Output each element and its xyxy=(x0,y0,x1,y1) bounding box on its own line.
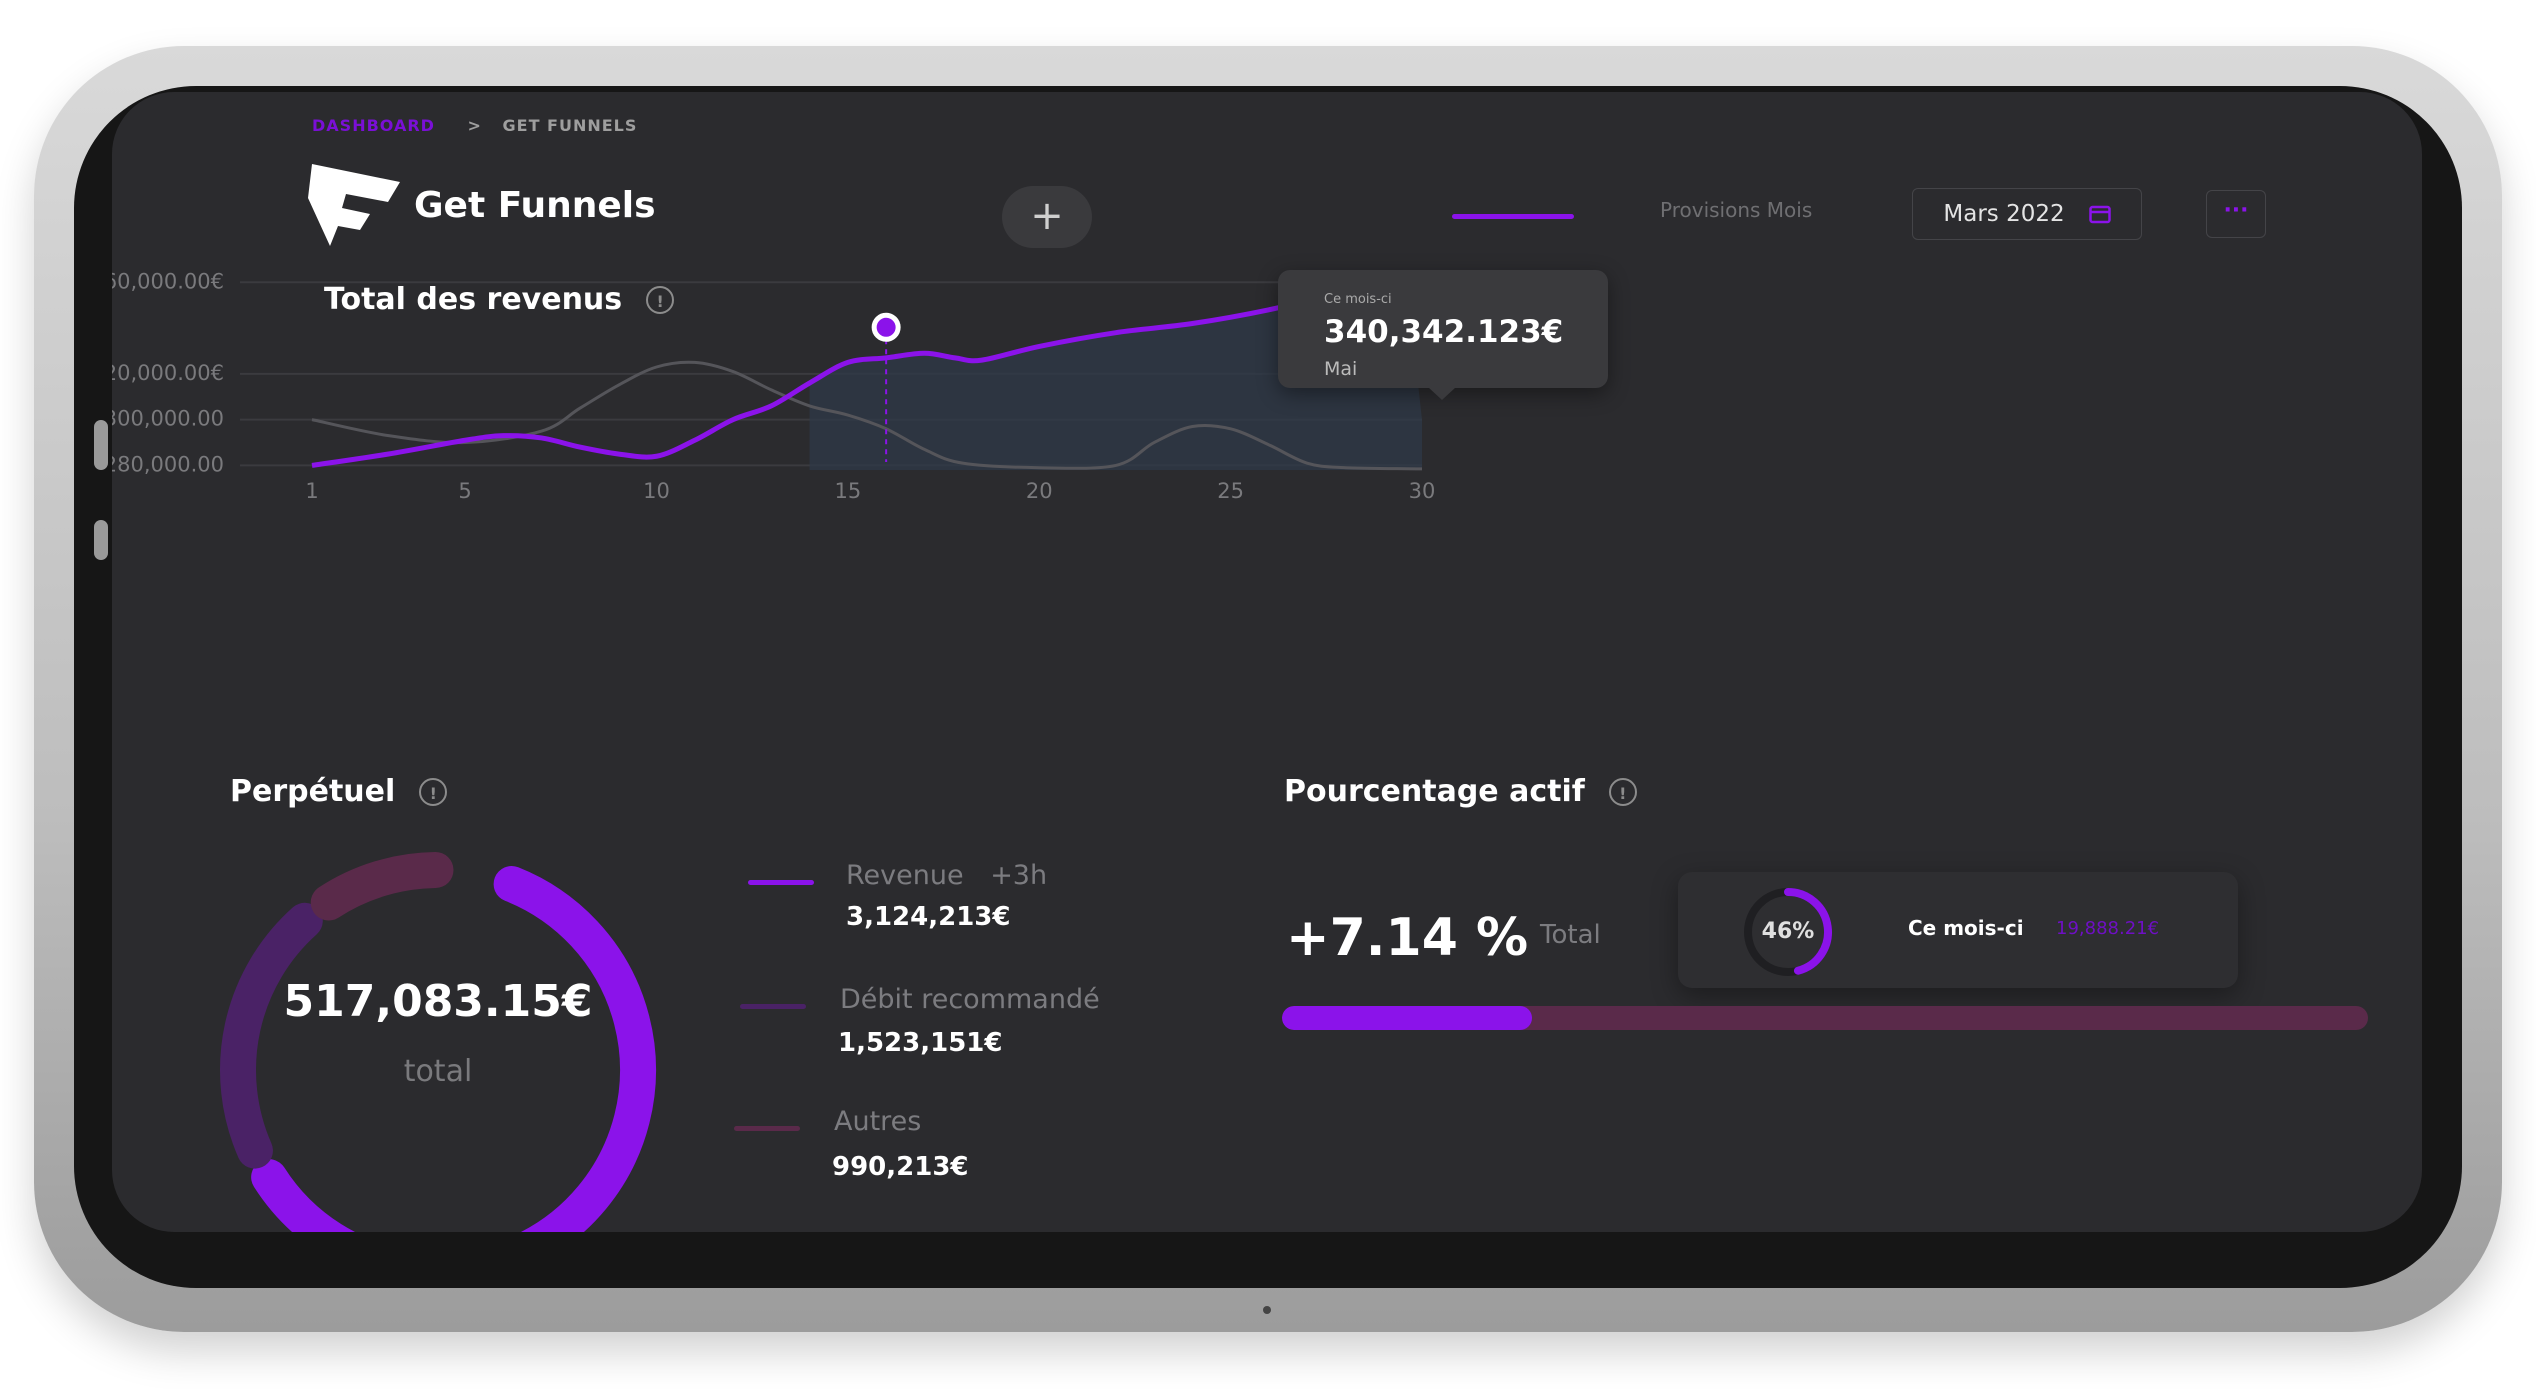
x-tick-label: 5 xyxy=(458,479,471,503)
active-total-label: Total xyxy=(1540,920,1601,950)
active-title: Pourcentage actif xyxy=(1284,774,1585,809)
donut-segment-revenue xyxy=(251,866,656,1232)
info-icon[interactable]: ! xyxy=(419,777,448,806)
breadcrumb-separator: > xyxy=(467,116,482,135)
chart-tooltip: Ce mois-ci 340,342.123€ Mai xyxy=(1278,270,1608,400)
progress-fill xyxy=(1282,1006,1532,1030)
donut-total-value: 517,083.15€ xyxy=(283,976,593,1027)
legend-label-autres: Autres xyxy=(834,1106,922,1137)
calendar-icon xyxy=(2088,205,2111,224)
perpetual-donut: 517,083.15€ total xyxy=(208,840,668,1232)
info-icon[interactable]: ! xyxy=(1608,777,1637,806)
tooltip-caption: Ce mois-ci xyxy=(1324,292,1392,307)
active-title-row: Pourcentage actif ! xyxy=(1284,774,1637,809)
info-icon[interactable]: ! xyxy=(646,285,675,314)
add-button[interactable]: + xyxy=(1002,186,1092,248)
legend-swatch xyxy=(1452,214,1574,219)
x-tick-label: 30 xyxy=(1409,479,1436,503)
highlight-point xyxy=(871,312,901,342)
legend-swatch-debit xyxy=(740,1004,806,1009)
tooltip-value: 340,342.123€ xyxy=(1324,314,1564,350)
comparison-line xyxy=(311,360,1423,471)
y-tick-label: 360,000.00€ xyxy=(112,269,224,293)
legend-label-revenue: Revenue +3h xyxy=(846,860,1047,891)
f-logo-icon xyxy=(308,164,400,246)
x-tick-label: 1 xyxy=(305,479,318,503)
y-tick-label: $300,000.00 xyxy=(112,407,224,431)
legend-value-debit: 1,523,151€ xyxy=(838,1028,1003,1058)
donut-segment-autres xyxy=(310,852,454,921)
x-tick-label: 25 xyxy=(1217,479,1244,503)
side-button xyxy=(94,520,108,560)
side-button xyxy=(94,420,108,470)
breadcrumb-root[interactable]: DASHBOARD xyxy=(312,116,435,135)
area-fill xyxy=(809,279,1422,470)
legend-swatch-autres xyxy=(734,1126,800,1131)
month-label: Ce mois-ci xyxy=(1908,916,2024,940)
month-value: 19,888.21€ xyxy=(2056,918,2160,939)
camera-dot xyxy=(1263,1306,1271,1314)
more-options-button[interactable]: ··· xyxy=(2206,190,2266,238)
brand-logo[interactable]: Get Funnels xyxy=(308,164,656,246)
donut-segment-debit xyxy=(220,902,323,1169)
date-picker-button[interactable]: Mars 2022 xyxy=(1912,188,2142,240)
revenue-title-row: Total des revenus ! xyxy=(324,282,675,317)
legend-revenue-extra: +3h xyxy=(990,860,1048,891)
month-summary-card: 46% Ce mois-ci 19,888.21€ xyxy=(1678,872,2238,988)
legend-value-revenue: 3,124,213€ xyxy=(846,902,1011,932)
donut-chart xyxy=(220,852,656,1232)
dashboard-screen: DASHBOARD > GET FUNNELS Get Funnels + Pr… xyxy=(112,92,2422,1232)
revenue-line xyxy=(311,277,1408,468)
ring-percent: 46% xyxy=(1761,919,1815,944)
legend-label: Provisions Mois xyxy=(1660,198,1813,222)
x-tick-label: 15 xyxy=(834,479,861,503)
breadcrumb-current: GET FUNNELS xyxy=(502,116,638,135)
y-tick-label: $280,000.00 xyxy=(112,452,224,476)
brand-name: Get Funnels xyxy=(414,184,656,226)
revenue-chart: 360,000.00€ 320,000.00€ $300,000.00 $280,00… xyxy=(112,269,1436,503)
y-tick-label: 320,000.00€ xyxy=(112,361,224,385)
perpetual-title-row: Perpétuel ! xyxy=(230,774,448,809)
x-tick-label: 20 xyxy=(1026,479,1053,503)
legend-swatch-revenue xyxy=(748,880,814,885)
date-label: Mars 2022 xyxy=(1943,201,2065,227)
breadcrumb: DASHBOARD > GET FUNNELS xyxy=(312,116,637,135)
active-progress-bar xyxy=(1282,1006,2368,1030)
revenue-title: Total des revenus xyxy=(324,282,623,317)
perpetual-title: Perpétuel xyxy=(230,774,396,809)
active-percentage: +7.14 % xyxy=(1286,908,1529,968)
ring-progress xyxy=(1784,888,1832,975)
donut-total-label: total xyxy=(403,1054,473,1089)
legend-revenue-text: Revenue xyxy=(846,860,964,891)
legend-label-debit: Débit recommandé xyxy=(840,984,1100,1015)
x-tick-label: 10 xyxy=(643,479,670,503)
tooltip-label: Mai xyxy=(1324,358,1358,380)
legend-value-autres: 990,213€ xyxy=(832,1152,969,1182)
percent-ring xyxy=(1744,888,1832,976)
